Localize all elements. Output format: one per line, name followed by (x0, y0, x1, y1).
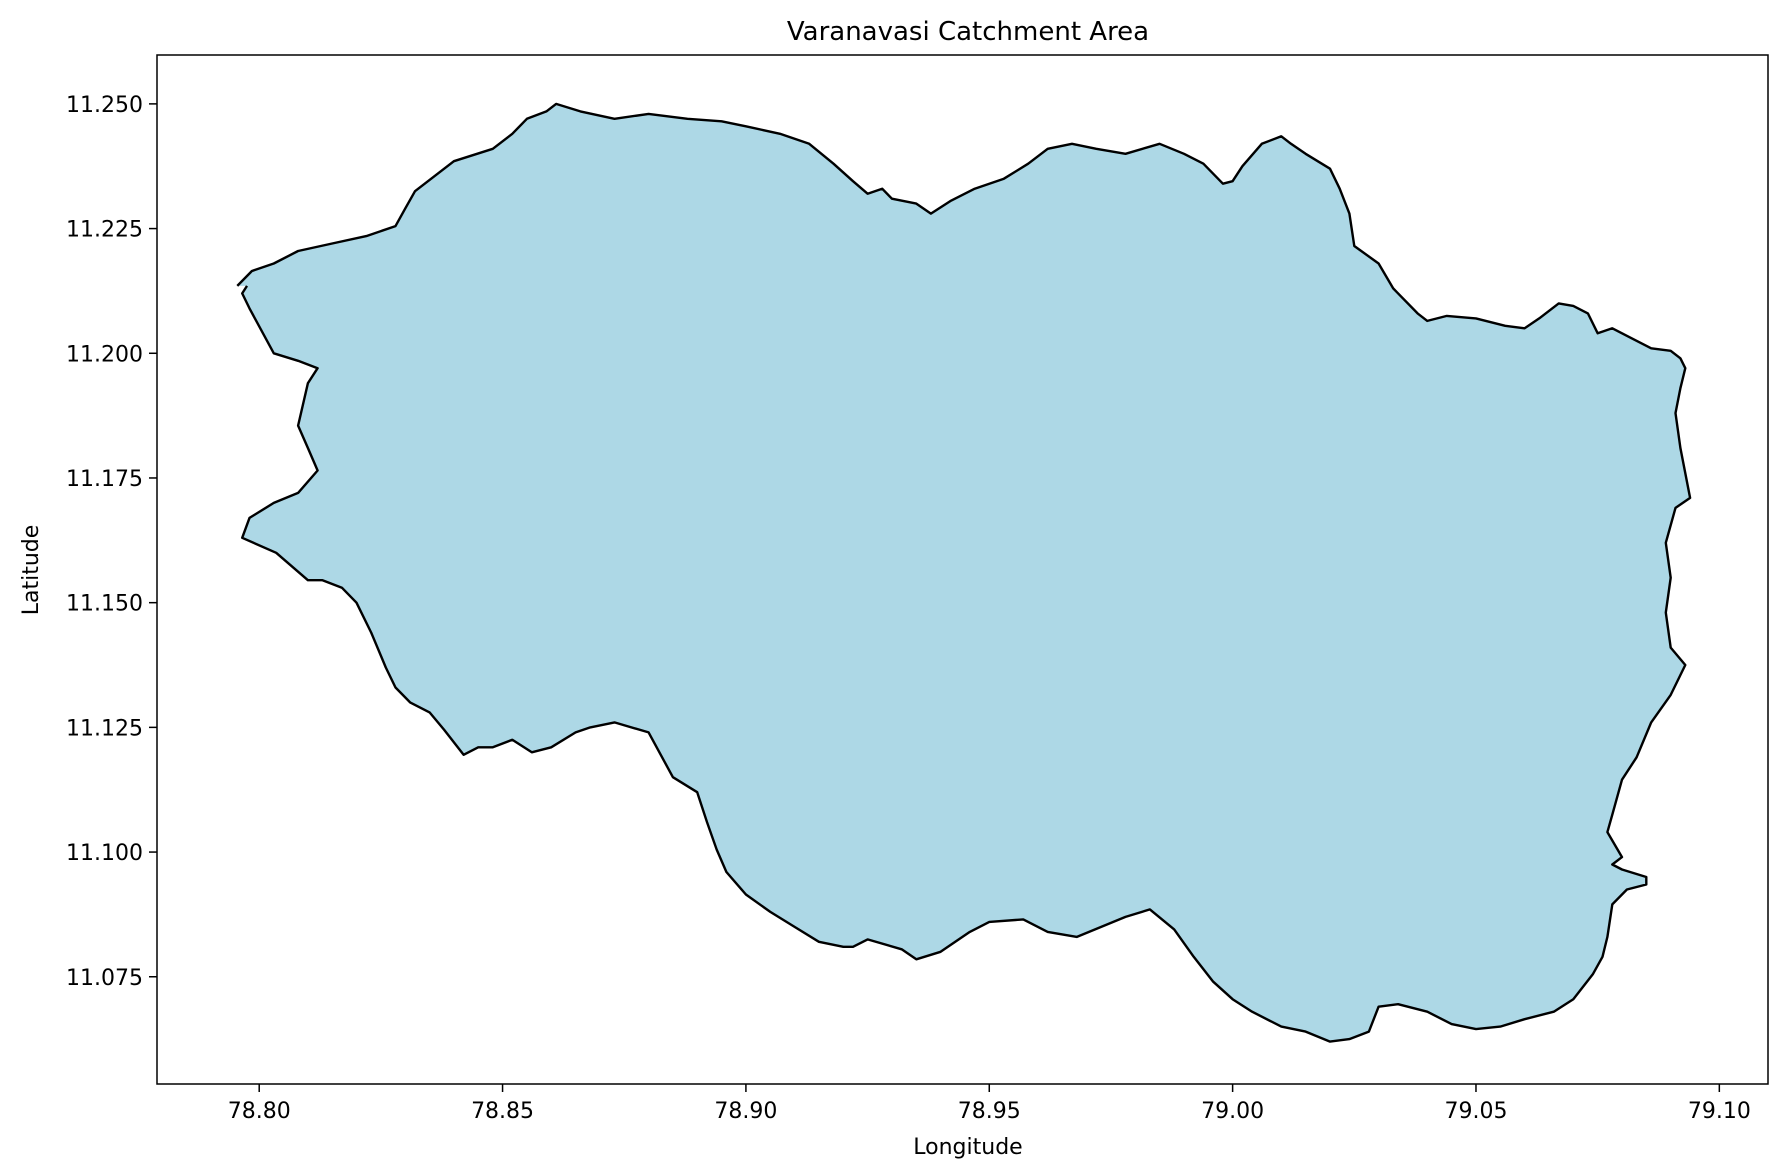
x-tick-label: 78.85 (471, 1099, 534, 1124)
y-tick-label: 11.250 (66, 93, 143, 118)
y-tick-label: 11.075 (66, 966, 143, 991)
y-tick-label: 11.175 (66, 467, 143, 492)
x-tick-label: 78.80 (228, 1099, 291, 1124)
x-tick-label: 79.10 (1688, 1099, 1751, 1124)
y-axis-label: Latitude (19, 525, 44, 616)
y-tick-label: 11.100 (66, 841, 143, 866)
map-title: Varanavasi Catchment Area (787, 17, 1149, 47)
y-tick-label: 11.150 (66, 592, 143, 617)
x-axis-ticks: 78.80 78.85 78.90 78.95 79.00 79.05 79.10 (228, 1084, 1751, 1124)
catchment-area-polygon (236, 102, 1692, 1043)
x-tick-label: 79.05 (1444, 1099, 1507, 1124)
x-tick-label: 78.95 (958, 1099, 1021, 1124)
y-tick-label: 11.225 (66, 218, 143, 243)
plot-area-frame (156, 54, 1769, 1085)
y-tick-label: 11.200 (66, 342, 143, 367)
y-axis-ticks: 11.075 11.100 11.125 11.150 11.175 11.200 11.2… (66, 93, 157, 991)
y-tick-label: 11.125 (66, 716, 143, 741)
x-tick-label: 79.00 (1201, 1099, 1264, 1124)
x-tick-label: 78.90 (714, 1099, 777, 1124)
x-axis-label: Longitude (913, 1135, 1022, 1160)
